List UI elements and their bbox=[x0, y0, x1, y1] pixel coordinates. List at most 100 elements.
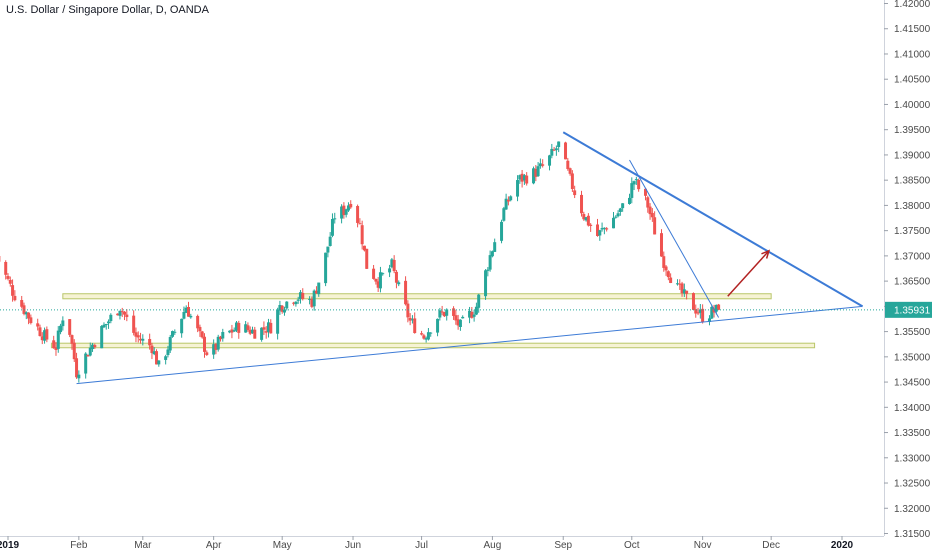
candle-body bbox=[374, 279, 378, 282]
candle-body bbox=[45, 329, 49, 340]
candle-body bbox=[664, 266, 668, 271]
candle-body bbox=[234, 322, 238, 331]
candle-body bbox=[502, 208, 506, 221]
candle-body bbox=[394, 271, 398, 283]
candle-body bbox=[68, 319, 72, 335]
candle-body bbox=[221, 332, 225, 339]
candle-body bbox=[86, 354, 90, 357]
candle-body bbox=[580, 194, 584, 214]
candle-body bbox=[422, 335, 426, 339]
candle-body bbox=[490, 251, 494, 257]
candle-body bbox=[566, 160, 570, 169]
x-tick-label: 2019 bbox=[0, 540, 20, 550]
candle-body bbox=[43, 330, 47, 341]
candle-body bbox=[40, 336, 44, 341]
candle-body bbox=[717, 304, 721, 310]
candle-body bbox=[333, 218, 337, 220]
candle-body bbox=[168, 337, 172, 351]
candle-body bbox=[244, 324, 248, 333]
candle-body bbox=[260, 327, 264, 340]
y-tick-label: 1.39500 bbox=[894, 125, 931, 136]
candle-body bbox=[442, 312, 446, 317]
candle-body bbox=[694, 309, 698, 314]
trendline-descending-minor bbox=[629, 159, 720, 318]
y-tick-label: 1.37000 bbox=[894, 251, 931, 262]
y-tick-label: 1.38500 bbox=[894, 176, 931, 187]
x-tick-label: Sep bbox=[554, 540, 572, 550]
candle-body bbox=[301, 292, 305, 299]
candle-body bbox=[11, 285, 15, 296]
target-arrow-head bbox=[761, 249, 771, 259]
candle-body bbox=[568, 168, 572, 174]
candle-body bbox=[516, 180, 520, 197]
x-tick-label: Dec bbox=[762, 540, 780, 550]
candle-body bbox=[294, 301, 298, 305]
candle-body bbox=[292, 302, 296, 304]
candle-body bbox=[669, 277, 673, 283]
x-tick-label: Jul bbox=[415, 540, 428, 550]
candle-body bbox=[532, 168, 536, 184]
candle-body bbox=[410, 319, 414, 321]
candle-body bbox=[328, 236, 332, 246]
candle-body bbox=[182, 312, 186, 319]
candle-body bbox=[29, 317, 33, 324]
candle-body bbox=[440, 311, 444, 313]
candle-body bbox=[714, 304, 718, 312]
candle-body bbox=[93, 345, 97, 348]
candle-body bbox=[125, 314, 129, 318]
candle-body bbox=[534, 168, 538, 177]
candle-body bbox=[678, 283, 682, 285]
candle-body bbox=[600, 228, 604, 230]
candle-body bbox=[218, 336, 222, 340]
candle-body bbox=[36, 323, 40, 327]
y-tick-label: 1.36500 bbox=[894, 277, 931, 288]
candle-body bbox=[550, 148, 554, 156]
y-tick-label: 1.42000 bbox=[894, 0, 931, 10]
candle-body bbox=[102, 324, 106, 328]
candle-body bbox=[216, 336, 220, 350]
candle-body bbox=[538, 163, 542, 167]
candle-body bbox=[317, 282, 321, 295]
candle-body bbox=[196, 315, 200, 329]
candle-body bbox=[349, 203, 353, 208]
candle-body bbox=[381, 273, 385, 275]
candle-body bbox=[100, 326, 104, 349]
candle-body bbox=[675, 283, 679, 285]
candle-body bbox=[454, 315, 458, 321]
candle-body bbox=[344, 209, 348, 215]
candle-body bbox=[166, 349, 170, 356]
candle-body bbox=[420, 333, 424, 335]
candle-body bbox=[691, 293, 695, 310]
candle-body bbox=[262, 327, 266, 330]
candle-body bbox=[612, 217, 616, 229]
candle-body bbox=[552, 149, 556, 151]
candle-body bbox=[413, 318, 417, 334]
y-tick-label: 1.32000 bbox=[894, 504, 931, 515]
candle-body bbox=[424, 338, 428, 340]
candle-body bbox=[52, 340, 56, 349]
candle-body bbox=[205, 352, 209, 355]
candle-body bbox=[461, 316, 465, 319]
x-tick-label: May bbox=[273, 540, 292, 550]
candle-body bbox=[150, 345, 154, 354]
candle-body bbox=[356, 206, 360, 223]
candle-body bbox=[397, 282, 401, 285]
candle-body bbox=[203, 336, 207, 352]
candle-body bbox=[557, 141, 561, 148]
x-tick-label: Mar bbox=[134, 540, 152, 550]
candle-body bbox=[214, 343, 218, 350]
chart-title: U.S. Dollar / Singapore Dollar, D, OANDA bbox=[6, 4, 209, 16]
candle-body bbox=[362, 245, 366, 251]
candle-body bbox=[141, 338, 145, 341]
candle-body bbox=[27, 312, 31, 319]
candles-layer bbox=[0, 141, 721, 383]
x-tick-label: 2020 bbox=[831, 540, 854, 550]
candle-body bbox=[120, 311, 124, 313]
resistance-zone bbox=[62, 293, 772, 300]
candle-body bbox=[248, 329, 252, 334]
candle-body bbox=[509, 196, 513, 201]
candle-body bbox=[504, 198, 508, 210]
candle-body bbox=[326, 246, 330, 253]
